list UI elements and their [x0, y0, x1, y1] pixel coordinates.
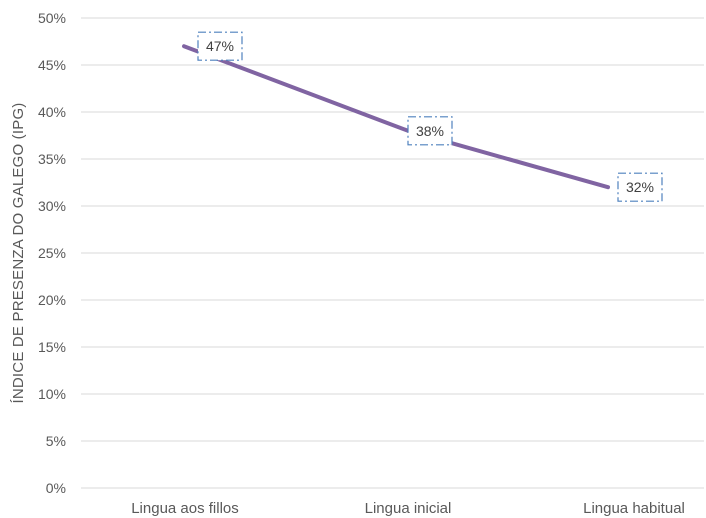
data-label-box: [197, 31, 243, 61]
data-label-box: [407, 116, 453, 146]
y-tick-label: 5%: [46, 433, 66, 449]
y-tick-label: 0%: [46, 480, 66, 496]
data-label-box: [617, 172, 663, 202]
gridlines: [81, 17, 704, 489]
y-axis-title: ÍNDICE DE PRESENZA DO GALEGO (IPG): [10, 102, 27, 403]
y-tick-label: 30%: [38, 198, 66, 214]
y-tick-label: 50%: [38, 10, 66, 26]
y-tick-label: 35%: [38, 151, 66, 167]
series-line: [182, 44, 610, 190]
data-point: [183, 45, 185, 47]
x-category-label: Lingua inicial: [365, 500, 452, 517]
x-category-label: Lingua aos fillos: [131, 500, 239, 517]
x-axis-category-labels: Lingua aos fillos Lingua inicial Lingua ha…: [131, 500, 685, 517]
x-category-label: Lingua habitual: [583, 500, 685, 517]
data-point: [607, 186, 609, 188]
data-label: 32%: [626, 179, 654, 195]
data-labels: 47% 38% 32%: [197, 31, 663, 202]
y-tick-label: 45%: [38, 57, 66, 73]
y-tick-label: 40%: [38, 104, 66, 120]
series-layer: [182, 44, 610, 190]
y-tick-label: 15%: [38, 339, 66, 355]
data-label: 38%: [416, 123, 444, 139]
data-label: 47%: [206, 38, 234, 54]
y-tick-label: 10%: [38, 386, 66, 402]
y-axis-tick-labels: 0% 5% 10% 15% 20% 25% 30% 35% 40% 45% 50%: [38, 10, 66, 496]
y-tick-label: 25%: [38, 245, 66, 261]
y-tick-label: 20%: [38, 292, 66, 308]
